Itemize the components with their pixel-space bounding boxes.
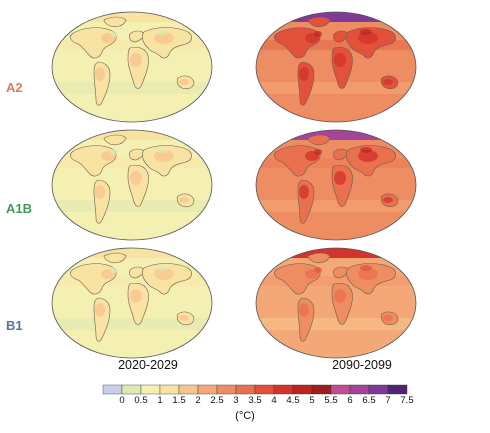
colorbar-tick-label: 2 (195, 395, 201, 406)
column-label-2090-2099: 2090-2099 (332, 358, 392, 372)
colorbar-tick-label: 0 (119, 395, 125, 406)
colorbar-swatch (292, 384, 313, 395)
map-panel (51, 129, 213, 241)
colorbar-tick-label: 2.5 (210, 395, 224, 406)
colorbar-tick-label: 1 (157, 395, 163, 406)
colorbar-swatch (311, 384, 332, 395)
colorbar-swatch (159, 384, 180, 395)
row-label-b1: B1 (6, 318, 23, 333)
row-label-a2: A2 (6, 80, 23, 95)
map-panel (51, 247, 213, 359)
colorbar-tick-label: 7 (385, 395, 391, 406)
colorbar-swatch (197, 384, 218, 395)
map-panel (51, 11, 213, 123)
colorbar-swatch (235, 384, 256, 395)
colorbar-swatch (330, 384, 351, 395)
colorbar-swatch (140, 384, 161, 395)
map-panel (255, 129, 417, 241)
colorbar (102, 384, 408, 395)
column-label-2020-2029: 2020-2029 (118, 358, 178, 372)
colorbar-tick-label: 6 (347, 395, 353, 406)
map-panel (255, 11, 417, 123)
colorbar-swatch (216, 384, 237, 395)
colorbar-swatch (273, 384, 294, 395)
colorbar-unit: (°C) (235, 410, 255, 422)
colorbar-tick-label: 3.5 (248, 395, 262, 406)
colorbar-swatch (121, 384, 142, 395)
map-panels (51, 11, 417, 359)
map-panel (255, 247, 417, 359)
row-label-a1b: A1B (6, 201, 33, 216)
colorbar-tick-label: 1.5 (172, 395, 186, 406)
colorbar-swatch (102, 384, 123, 395)
colorbar-swatch (178, 384, 199, 395)
colorbar-tick-label: 5.5 (324, 395, 338, 406)
colorbar-tick-label: 5 (309, 395, 315, 406)
colorbar-swatch (349, 384, 370, 395)
colorbar-tick-label: 4 (271, 395, 277, 406)
colorbar-tick-label: 6.5 (362, 395, 376, 406)
colorbar-swatch (254, 384, 275, 395)
colorbar-swatch (368, 384, 389, 395)
colorbar-tick-label: 3 (233, 395, 239, 406)
colorbar-tick-label: 0.5 (134, 395, 148, 406)
colorbar-tick-label: 7.5 (400, 395, 414, 406)
colorbar-tick-label: 4.5 (286, 395, 300, 406)
colorbar-swatch (387, 384, 408, 395)
